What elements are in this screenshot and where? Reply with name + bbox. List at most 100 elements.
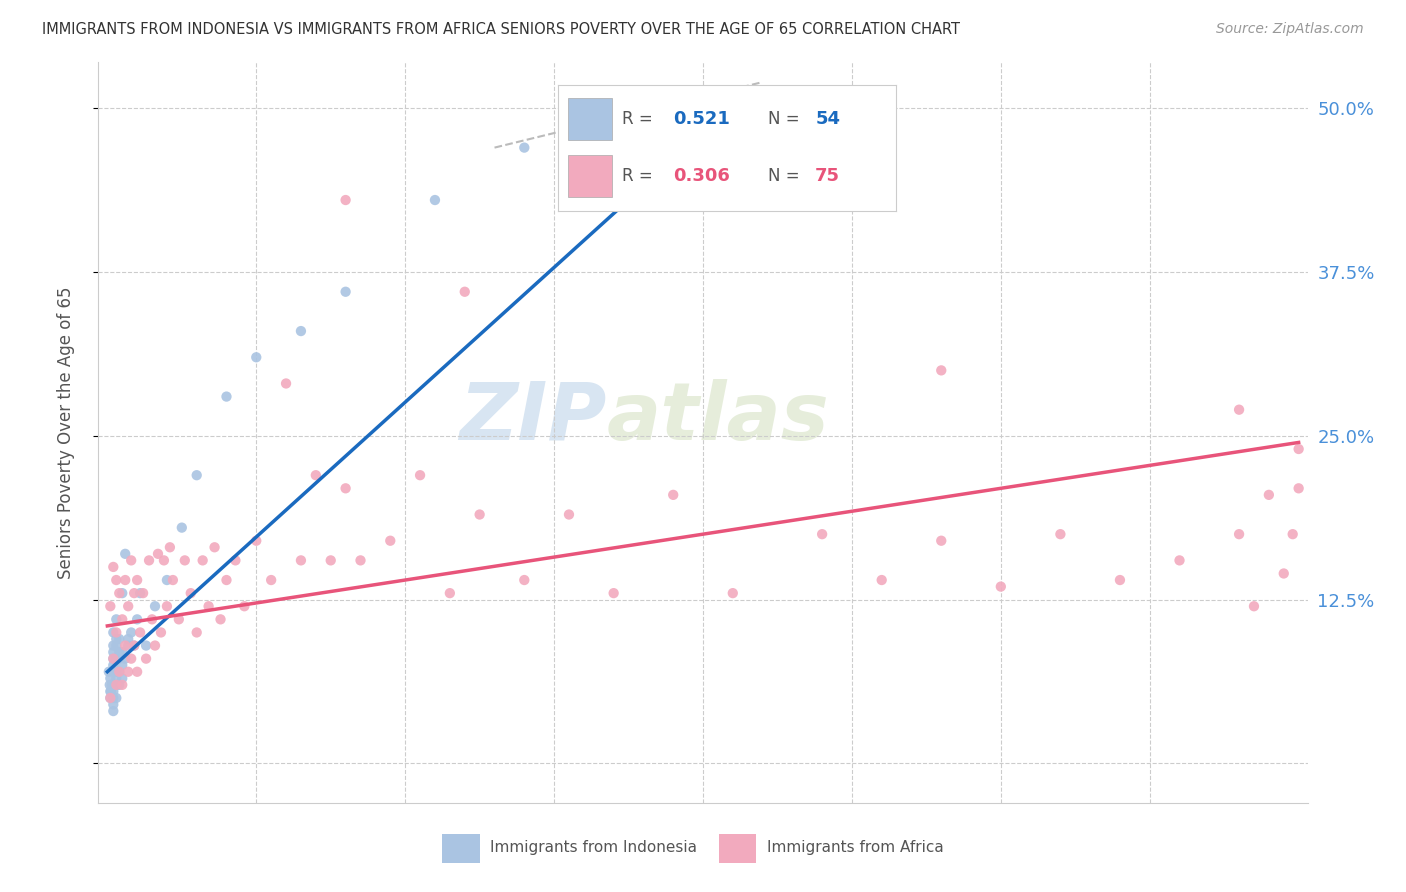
Point xyxy=(103,690,125,705)
Point xyxy=(108,678,131,692)
Point xyxy=(215,390,238,404)
Point xyxy=(1227,402,1250,417)
Point xyxy=(108,651,131,665)
Point xyxy=(215,573,238,587)
Point xyxy=(120,553,142,567)
Point xyxy=(97,665,120,679)
Point xyxy=(103,645,125,659)
Point xyxy=(105,651,128,665)
Point xyxy=(335,481,357,495)
Point xyxy=(811,527,834,541)
Point xyxy=(103,651,125,665)
Point xyxy=(721,586,744,600)
Point xyxy=(1109,573,1132,587)
Point xyxy=(103,678,125,692)
Point xyxy=(135,651,157,665)
Point xyxy=(1272,566,1295,581)
Point xyxy=(105,671,128,685)
Point xyxy=(105,612,128,626)
Point xyxy=(105,573,128,587)
Point xyxy=(100,684,122,698)
Point xyxy=(108,665,131,679)
Point xyxy=(146,547,169,561)
Point xyxy=(305,468,328,483)
Point xyxy=(108,645,131,659)
Point xyxy=(191,553,214,567)
Point xyxy=(1168,553,1191,567)
Point xyxy=(105,665,128,679)
Point xyxy=(114,651,136,665)
Point xyxy=(197,599,219,614)
Point xyxy=(103,651,125,665)
Point xyxy=(129,586,152,600)
Point xyxy=(108,632,131,646)
Point xyxy=(929,363,952,377)
Point xyxy=(513,573,536,587)
Point xyxy=(108,665,131,679)
Point xyxy=(143,599,166,614)
Point xyxy=(929,533,952,548)
Point xyxy=(454,285,477,299)
Point xyxy=(117,599,139,614)
Point xyxy=(290,324,312,338)
Point xyxy=(98,671,121,685)
Point xyxy=(159,541,181,555)
Point xyxy=(111,612,134,626)
Point xyxy=(103,684,125,698)
Point xyxy=(1288,481,1310,495)
Point xyxy=(127,612,149,626)
Point xyxy=(1257,488,1279,502)
Point xyxy=(111,658,134,673)
Point xyxy=(153,553,176,567)
Point xyxy=(105,678,128,692)
Point xyxy=(513,140,536,154)
Point xyxy=(114,547,136,561)
Point xyxy=(141,612,163,626)
Text: ZIP: ZIP xyxy=(458,379,606,457)
Point xyxy=(1227,527,1250,541)
Point xyxy=(111,586,134,600)
Point xyxy=(101,678,124,692)
Point xyxy=(170,521,193,535)
Point xyxy=(120,625,142,640)
Point xyxy=(98,690,121,705)
Point xyxy=(98,684,121,698)
Point xyxy=(127,665,149,679)
Point xyxy=(103,665,125,679)
Point xyxy=(1281,527,1303,541)
Point xyxy=(111,671,134,685)
Point xyxy=(204,541,226,555)
Point xyxy=(117,639,139,653)
Point xyxy=(180,586,202,600)
Point xyxy=(122,639,145,653)
Y-axis label: Seniors Poverty Over the Age of 65: Seniors Poverty Over the Age of 65 xyxy=(56,286,75,579)
Point xyxy=(233,599,256,614)
Point xyxy=(117,665,139,679)
Point xyxy=(260,573,283,587)
Point xyxy=(335,193,357,207)
Point xyxy=(186,468,208,483)
Point xyxy=(120,651,142,665)
Point xyxy=(138,553,160,567)
Point xyxy=(105,625,128,640)
Point xyxy=(103,639,125,653)
Point xyxy=(108,586,131,600)
Point xyxy=(122,586,145,600)
Point xyxy=(156,599,179,614)
Point xyxy=(103,625,125,640)
Point xyxy=(135,639,157,653)
Point xyxy=(156,573,179,587)
Point xyxy=(558,508,581,522)
Point xyxy=(105,639,128,653)
Point xyxy=(98,678,121,692)
Point xyxy=(1049,527,1071,541)
Point xyxy=(132,586,155,600)
Point xyxy=(209,612,232,626)
Point xyxy=(122,639,145,653)
Point xyxy=(468,508,491,522)
Point xyxy=(439,586,461,600)
Point xyxy=(602,586,624,600)
Text: atlas: atlas xyxy=(606,379,830,457)
Point xyxy=(319,553,342,567)
Point xyxy=(103,698,125,712)
